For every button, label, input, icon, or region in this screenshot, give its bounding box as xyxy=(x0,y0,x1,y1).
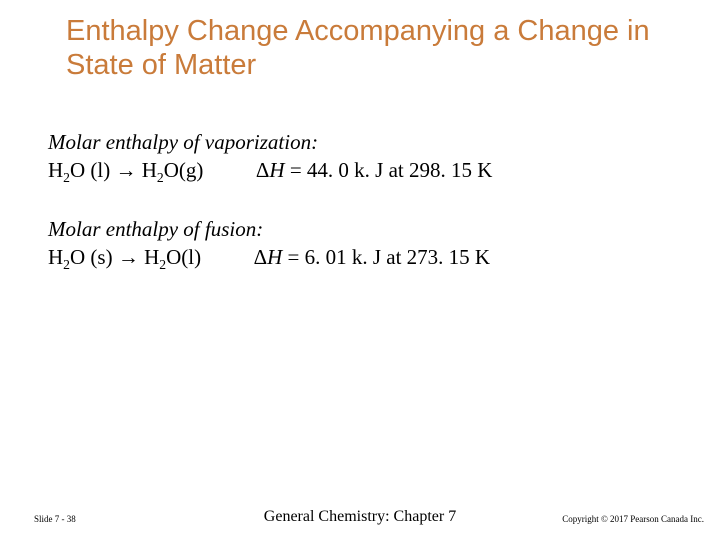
equation-vaporization: H2O (l) → H2O(g) ΔH = 44. 0 k. J at 298.… xyxy=(48,156,660,184)
arrow: → xyxy=(116,158,142,182)
product: H2O(l) xyxy=(144,245,201,269)
product: H2O(g) xyxy=(142,158,204,182)
heading-vaporization: Molar enthalpy of vaporization: xyxy=(48,128,660,156)
footer-copyright: Copyright © 2017 Pearson Canada Inc. xyxy=(562,514,704,524)
reactant: H2O (s) xyxy=(48,245,113,269)
delta-h-symbol: ΔH xyxy=(256,158,285,182)
delta-h-value: = 44. 0 k. J at 298. 15 K xyxy=(290,158,493,182)
section-vaporization: Molar enthalpy of vaporization: H2O (l) … xyxy=(48,128,660,185)
delta-h-value: = 6. 01 k. J at 273. 15 K xyxy=(288,245,491,269)
arrow: → xyxy=(118,245,144,269)
heading-fusion: Molar enthalpy of fusion: xyxy=(48,215,660,243)
equation-fusion: H2O (s) → H2O(l) ΔH = 6. 01 k. J at 273.… xyxy=(48,243,660,271)
slide-title: Enthalpy Change Accompanying a Change in… xyxy=(66,14,660,82)
section-fusion: Molar enthalpy of fusion: H2O (s) → H2O(… xyxy=(48,215,660,272)
slide-body: Molar enthalpy of vaporization: H2O (l) … xyxy=(48,128,660,301)
slide: Enthalpy Change Accompanying a Change in… xyxy=(0,0,720,540)
reactant: H2O (l) xyxy=(48,158,110,182)
delta-h-symbol: ΔH xyxy=(254,245,283,269)
